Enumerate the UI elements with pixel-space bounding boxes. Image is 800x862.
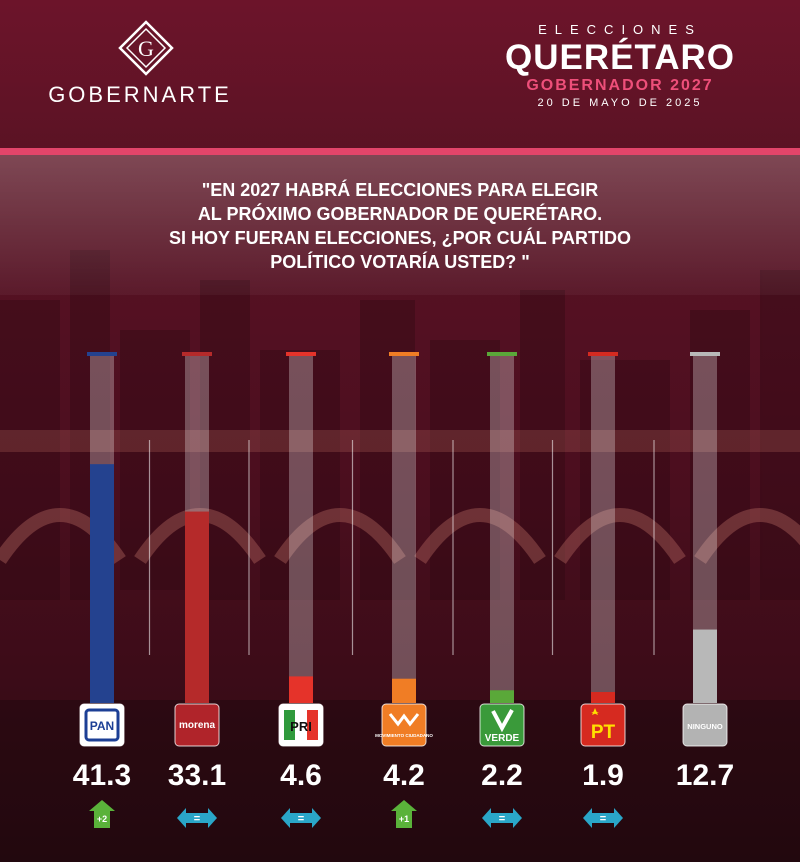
bar-track bbox=[591, 356, 615, 703]
bar-cap bbox=[87, 352, 117, 356]
change-label: = bbox=[600, 813, 606, 825]
survey-date: 20 DE MAYO DE 2025 bbox=[537, 97, 703, 109]
party-logo-label: MOVIMIENTO CIUDADANO bbox=[375, 733, 433, 738]
bar-track bbox=[289, 356, 313, 703]
question-line: SI HOY FUERAN ELECCIONES, ¿POR CUÁL PART… bbox=[168, 228, 632, 248]
page-title: QUERÉTARO bbox=[504, 38, 736, 77]
pt-star-icon bbox=[591, 708, 599, 715]
question-backdrop bbox=[0, 155, 800, 295]
bar-verde bbox=[490, 690, 514, 703]
question-line: POLÍTICO VOTARÍA USTED? " bbox=[270, 252, 530, 272]
change-label: = bbox=[298, 813, 304, 825]
value-label: 4.6 bbox=[280, 759, 322, 792]
pri-stripe-white bbox=[295, 710, 307, 740]
verde-check-icon bbox=[491, 709, 514, 733]
title-block: ELECCIONES QUERÉTARO GOBERNADOR 2027 20 … bbox=[490, 22, 750, 109]
mc-eagle-icon bbox=[388, 713, 420, 727]
question-line: "EN 2027 HABRÁ ELECCIONES PARA ELEGIR bbox=[201, 180, 599, 200]
pri-stripe-green bbox=[284, 710, 295, 740]
bar-cap bbox=[690, 352, 720, 356]
change-same-arrow-icon bbox=[281, 808, 321, 828]
bar-track bbox=[392, 356, 416, 703]
bar-morena bbox=[185, 511, 209, 703]
header-band bbox=[0, 0, 800, 150]
value-label: 33.1 bbox=[168, 759, 226, 792]
party-logo-label: PRI bbox=[290, 719, 312, 734]
bar-pt bbox=[591, 692, 615, 703]
bar-movimiento-ciudadano bbox=[392, 678, 416, 703]
bar-ninguno bbox=[693, 629, 717, 703]
change-label: = bbox=[499, 813, 505, 825]
party-logo-label: PAN bbox=[90, 719, 114, 733]
ninguno-logo-icon bbox=[682, 703, 728, 747]
brand-logo: G GOBERNARTE bbox=[40, 20, 240, 110]
header-divider bbox=[0, 148, 800, 155]
brand-name: GOBERNARTE bbox=[48, 82, 232, 107]
change-label: +1 bbox=[399, 814, 409, 824]
value-label: 41.3 bbox=[73, 759, 131, 792]
pri-stripe-red bbox=[307, 710, 318, 740]
title-kicker: ELECCIONES bbox=[538, 22, 702, 37]
party-logo-label: VERDE bbox=[485, 733, 520, 744]
bar-cap bbox=[389, 352, 419, 356]
value-label: 2.2 bbox=[481, 759, 523, 792]
logo-diamond-icon: G bbox=[118, 20, 174, 76]
value-label: 1.9 bbox=[582, 759, 624, 792]
bar-pri bbox=[289, 676, 313, 703]
bar-cap bbox=[286, 352, 316, 356]
logo-letter: G bbox=[138, 36, 154, 61]
bar-cap bbox=[588, 352, 618, 356]
bar-cap bbox=[487, 352, 517, 356]
party-logo-label: PT bbox=[591, 722, 616, 743]
mc-logo-icon bbox=[381, 703, 427, 747]
change-same-arrow-icon bbox=[583, 808, 623, 828]
change-same-arrow-icon bbox=[482, 808, 522, 828]
question-line: AL PRÓXIMO GOBERNADOR DE QUERÉTARO. bbox=[197, 204, 603, 224]
change-label: = bbox=[194, 813, 200, 825]
change-up-arrow-icon bbox=[89, 800, 115, 828]
bar-pan bbox=[90, 464, 114, 703]
morena-logo-icon bbox=[174, 703, 220, 747]
bar-cap bbox=[182, 352, 212, 356]
race-subtitle: GOBERNADOR 2027 bbox=[526, 77, 714, 94]
pt-logo-icon bbox=[580, 703, 626, 747]
party-logo-label: NINGUNO bbox=[687, 722, 723, 731]
party-logo-label: morena bbox=[179, 720, 216, 731]
pan-logo-border bbox=[84, 708, 120, 742]
change-label: +2 bbox=[97, 814, 107, 824]
change-up-arrow-icon bbox=[391, 800, 417, 828]
change-same-arrow-icon bbox=[177, 808, 217, 828]
survey-question: "EN 2027 HABRÁ ELECCIONES PARA ELEGIR AL… bbox=[100, 178, 700, 274]
value-label: 4.2 bbox=[383, 759, 425, 792]
value-label: 12.7 bbox=[676, 759, 734, 792]
bar-track bbox=[490, 356, 514, 703]
